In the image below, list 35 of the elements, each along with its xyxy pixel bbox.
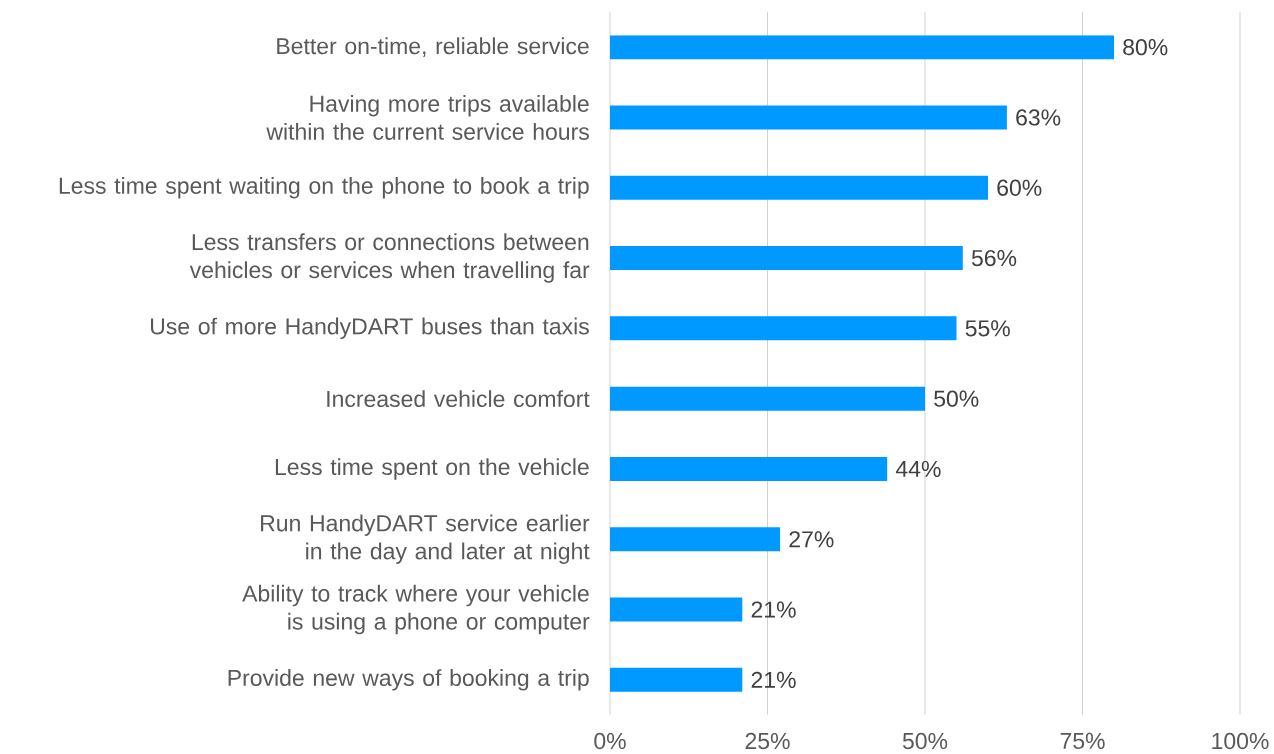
bar bbox=[610, 105, 1007, 130]
data-label: 44% bbox=[895, 460, 941, 477]
y-tick-label: Having more trips available within the current service hours bbox=[266, 94, 589, 140]
y-tick-label: Increased vehicle comfort bbox=[327, 390, 590, 408]
bar bbox=[610, 316, 957, 341]
x-tick-label: 75% bbox=[1060, 732, 1105, 750]
data-label: 60% bbox=[997, 179, 1042, 196]
data-label: 50% bbox=[934, 390, 979, 407]
bar bbox=[610, 597, 743, 622]
bar bbox=[610, 246, 963, 271]
data-label: 63% bbox=[1016, 109, 1061, 126]
bar bbox=[610, 527, 781, 552]
y-tick-label: Provide new ways of booking a trip bbox=[228, 669, 589, 691]
data-label: 56% bbox=[971, 249, 1017, 267]
bar bbox=[610, 386, 925, 411]
y-tick-label: Use of more HandyDART buses than taxis bbox=[150, 317, 589, 340]
y-tick-label: Less transfers or connections between vehicles or services when travelling far bbox=[189, 233, 590, 283]
y-tick-label: Less time spent waiting on the phone to book a trip bbox=[59, 177, 589, 199]
data-label: 21% bbox=[751, 601, 796, 618]
x-tick-label: 100% bbox=[1212, 732, 1269, 750]
y-tick-label: Better on-time, reliable service bbox=[277, 37, 589, 57]
x-tick-label: 50% bbox=[902, 732, 948, 750]
data-label: 21% bbox=[751, 671, 796, 688]
y-tick-label: Less time spent on the vehicle bbox=[275, 458, 589, 480]
x-tick-label: 25% bbox=[745, 732, 790, 750]
data-label: 80% bbox=[1123, 39, 1168, 56]
y-tick-label: Ability to track where your vehicle is using a phone or computer bbox=[242, 584, 590, 635]
data-label: 55% bbox=[965, 320, 1010, 337]
bar bbox=[610, 175, 988, 200]
bar bbox=[610, 456, 888, 481]
bar bbox=[610, 667, 743, 692]
bar bbox=[610, 35, 1114, 60]
x-tick-label: 0% bbox=[594, 732, 626, 750]
data-label: 27% bbox=[789, 531, 834, 548]
y-tick-label: Run HandyDART service earlier in the day and later at night bbox=[261, 514, 590, 564]
